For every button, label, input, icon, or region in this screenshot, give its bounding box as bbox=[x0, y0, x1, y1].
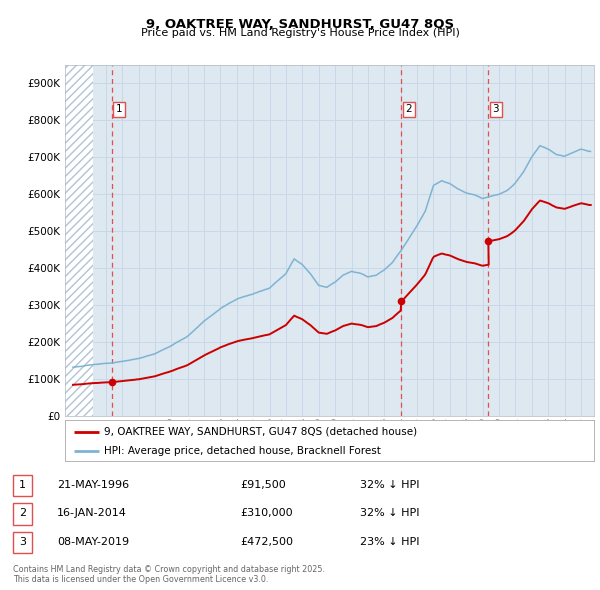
Text: 1: 1 bbox=[19, 480, 26, 490]
Text: 3: 3 bbox=[493, 104, 499, 114]
Text: 3: 3 bbox=[19, 537, 26, 546]
Text: £310,000: £310,000 bbox=[240, 509, 293, 518]
Text: 21-MAY-1996: 21-MAY-1996 bbox=[57, 480, 129, 490]
Text: £472,500: £472,500 bbox=[240, 537, 293, 546]
Text: 16-JAN-2014: 16-JAN-2014 bbox=[57, 509, 127, 518]
Bar bbox=[65, 65, 92, 416]
Text: HPI: Average price, detached house, Bracknell Forest: HPI: Average price, detached house, Brac… bbox=[104, 446, 382, 456]
Text: 32% ↓ HPI: 32% ↓ HPI bbox=[360, 509, 419, 518]
Text: 2: 2 bbox=[406, 104, 412, 114]
Text: Contains HM Land Registry data © Crown copyright and database right 2025.
This d: Contains HM Land Registry data © Crown c… bbox=[13, 565, 325, 584]
Text: 2: 2 bbox=[19, 509, 26, 518]
Text: 1: 1 bbox=[116, 104, 123, 114]
Text: Price paid vs. HM Land Registry's House Price Index (HPI): Price paid vs. HM Land Registry's House … bbox=[140, 28, 460, 38]
Text: 32% ↓ HPI: 32% ↓ HPI bbox=[360, 480, 419, 490]
Text: 23% ↓ HPI: 23% ↓ HPI bbox=[360, 537, 419, 546]
Text: 9, OAKTREE WAY, SANDHURST, GU47 8QS: 9, OAKTREE WAY, SANDHURST, GU47 8QS bbox=[146, 18, 454, 31]
Text: £91,500: £91,500 bbox=[240, 480, 286, 490]
Text: 9, OAKTREE WAY, SANDHURST, GU47 8QS (detached house): 9, OAKTREE WAY, SANDHURST, GU47 8QS (det… bbox=[104, 427, 418, 437]
Text: 08-MAY-2019: 08-MAY-2019 bbox=[57, 537, 129, 546]
